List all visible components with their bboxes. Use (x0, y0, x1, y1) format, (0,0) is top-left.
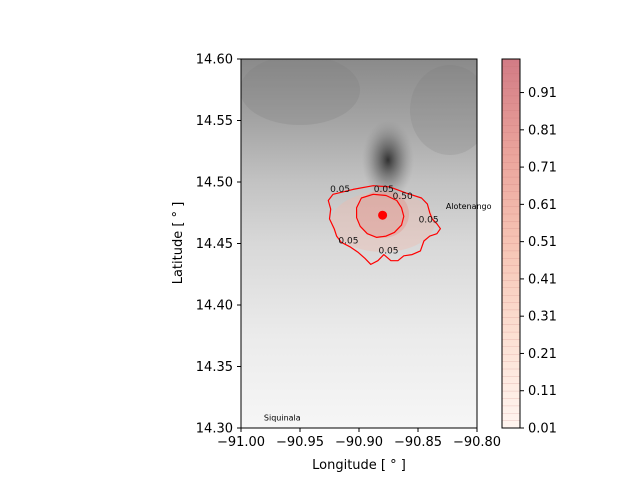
contour-line-0 (327, 185, 441, 265)
x-tick-label: −91.00 (217, 435, 265, 450)
x-tick-label: −90.90 (335, 435, 383, 450)
colorbar-tick-label: 0.61 (528, 198, 557, 213)
place-label-layer: Alotenango Siquinala (264, 202, 492, 423)
colorbar-ticks: 0.01 0.11 0.21 0.31 0.41 0.51 0.61 0.71 0.81 0.91 (520, 86, 557, 437)
colorbar-tick-label: 0.31 (528, 310, 557, 325)
vent-layer (378, 210, 388, 220)
colorbar-tick-label: 0.01 (528, 422, 557, 437)
y-tick-label: 14.45 (196, 237, 233, 252)
contour-label-5: 0.05 (378, 246, 398, 256)
y-tick-label: 14.35 (196, 360, 233, 375)
y-tick-label: 14.40 (196, 299, 233, 314)
x-tick-label: −90.80 (453, 435, 501, 450)
colorbar-tick-label: 0.81 (528, 123, 557, 138)
terrain-background (241, 59, 477, 428)
colorbar-tick-label: 0.11 (528, 384, 557, 399)
contour-line-1 (356, 193, 405, 238)
contour-label-3: 0.05 (419, 216, 439, 226)
y-tick-label: 14.50 (196, 176, 233, 191)
contour-label-layer: 0.05 0.050.500.050.050.05 (330, 185, 439, 256)
y-axis-ticks: 14.30 14.35 14.40 14.45 14.50 14.55 14.60 (196, 53, 241, 437)
contour-layer (327, 185, 441, 265)
y-axis-label: Latitude [ ° ] (171, 202, 186, 285)
x-tick-label: −90.95 (276, 435, 324, 450)
colorbar-tick-label: 0.91 (528, 86, 557, 101)
colorbar-tick-label: 0.41 (528, 272, 557, 287)
colorbar-frame (501, 58, 521, 429)
colorbar-level-lines (502, 66, 520, 421)
x-tick-label: −90.85 (394, 435, 442, 450)
colorbar: 0.01 0.11 0.21 0.31 0.41 0.51 0.61 0.71 0.81 0.91 (501, 58, 557, 437)
colorbar-tick-label: 0.71 (528, 161, 557, 176)
place-label-0: Alotenango (446, 202, 492, 211)
contour-label-1: 0.05 (374, 185, 394, 195)
x-axis-ticks: −91.00 −90.95 −90.90 −90.85 −90.80 (217, 428, 501, 450)
contour-label-2: 0.50 (393, 192, 413, 202)
colorbar-fill (502, 59, 520, 428)
y-tick-label: 14.60 (196, 53, 233, 68)
contour-label-4: 0.05 (338, 237, 358, 247)
y-tick-label: 14.30 (196, 422, 233, 437)
contour-label-0: 0.05 (330, 185, 350, 195)
colorbar-tick-label: 0.51 (528, 235, 557, 250)
vent-marker (378, 210, 388, 220)
colorbar-tick-label: 0.21 (528, 347, 557, 362)
place-label-1: Siquinala (264, 414, 301, 423)
x-axis-label: Longitude [ ° ] (312, 458, 406, 473)
y-tick-label: 14.55 (196, 114, 233, 129)
